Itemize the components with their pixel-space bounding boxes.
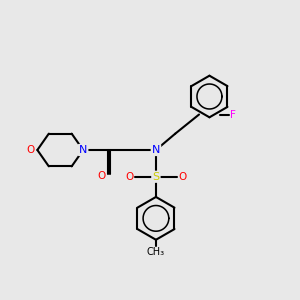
Text: O: O bbox=[125, 172, 133, 182]
Text: F: F bbox=[230, 110, 236, 119]
Text: S: S bbox=[152, 172, 160, 182]
Text: CH₃: CH₃ bbox=[147, 247, 165, 257]
Text: N: N bbox=[152, 145, 160, 155]
Text: O: O bbox=[178, 172, 187, 182]
Text: O: O bbox=[98, 171, 106, 181]
Text: O: O bbox=[27, 145, 35, 155]
Text: N: N bbox=[79, 145, 87, 155]
